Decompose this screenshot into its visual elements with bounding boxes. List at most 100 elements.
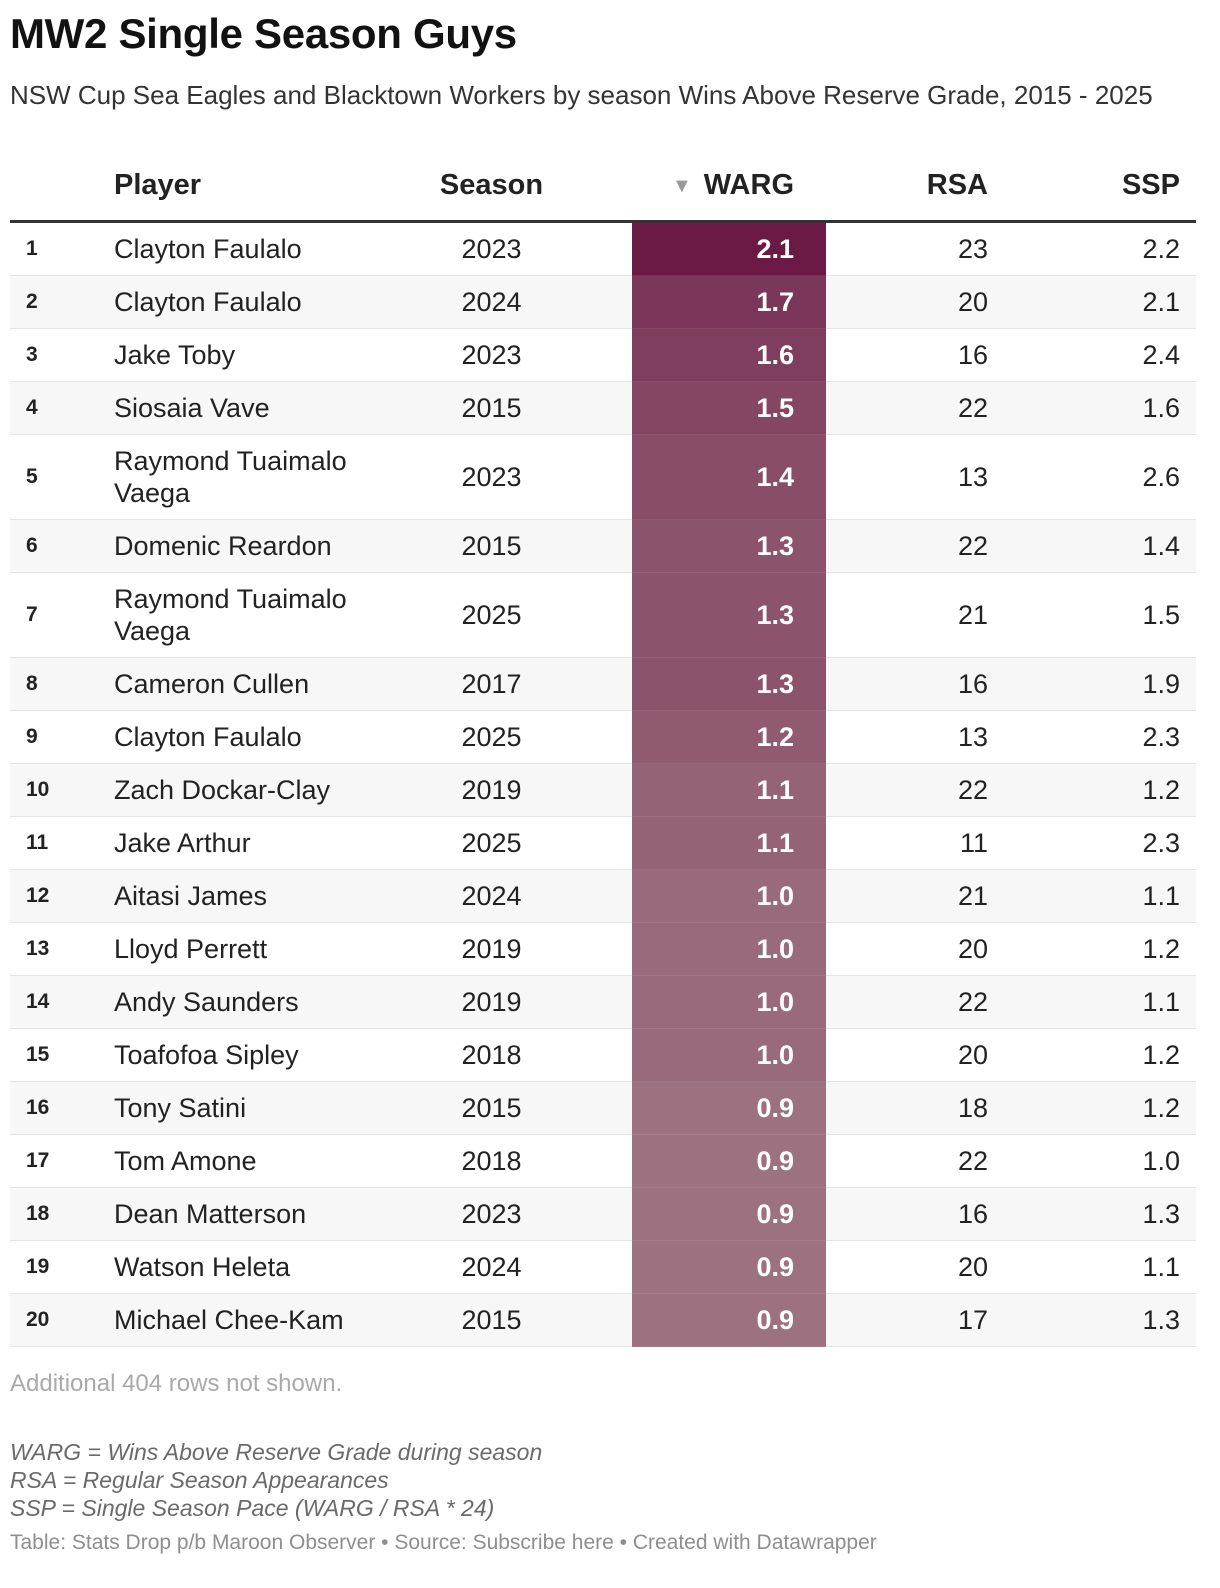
season-cell: 2019	[426, 763, 632, 817]
ssp-cell: 1.2	[988, 922, 1196, 976]
table-row: 17 Tom Amone 2018 0.9 22 1.0	[10, 1134, 1196, 1188]
rank-cell: 19	[10, 1240, 106, 1294]
ssp-cell: 2.1	[988, 275, 1196, 329]
table-row: 9 Clayton Faulalo 2025 1.2 13 2.3	[10, 710, 1196, 764]
player-cell: Siosaia Vave	[106, 381, 426, 435]
season-cell: 2018	[426, 1028, 632, 1082]
season-column-header[interactable]: Season	[426, 150, 632, 223]
season-cell: 2019	[426, 922, 632, 976]
warg-cell: 1.4	[632, 434, 826, 520]
table-row: 18 Dean Matterson 2023 0.9 16 1.3	[10, 1187, 1196, 1241]
rank-cell: 2	[10, 275, 106, 329]
warg-cell: 0.9	[632, 1187, 826, 1241]
warg-cell: 1.6	[632, 328, 826, 382]
rsa-cell: 22	[826, 975, 988, 1029]
table-body: 1 Clayton Faulalo 2023 2.1 23 2.2 2 Clayton Fau…	[10, 221, 1196, 1347]
table-row: 16 Tony Satini 2015 0.9 18 1.2	[10, 1081, 1196, 1135]
season-cell: 2023	[426, 328, 632, 382]
rank-cell: 7	[10, 572, 106, 658]
season-cell: 2015	[426, 519, 632, 573]
player-cell: Zach Dockar-Clay	[106, 763, 426, 817]
table-row: 1 Clayton Faulalo 2023 2.1 23 2.2	[10, 221, 1196, 276]
table-header-row: Player Season ▼ WARG RSA SSP	[10, 150, 1196, 223]
player-cell: Clayton Faulalo	[106, 221, 426, 276]
rsa-cell: 20	[826, 1028, 988, 1082]
notes: WARG = Wins Above Reserve Grade during s…	[10, 1438, 542, 1522]
player-cell: Clayton Faulalo	[106, 275, 426, 329]
rsa-cell: 17	[826, 1293, 988, 1347]
player-column-header[interactable]: Player	[106, 150, 426, 223]
player-cell: Clayton Faulalo	[106, 710, 426, 764]
ssp-cell: 1.3	[988, 1293, 1196, 1347]
warg-column-header[interactable]: ▼ WARG	[632, 150, 826, 223]
ssp-cell: 1.2	[988, 763, 1196, 817]
table-row: 11 Jake Arthur 2025 1.1 11 2.3	[10, 816, 1196, 870]
rank-cell: 18	[10, 1187, 106, 1241]
note-warg: WARG = Wins Above Reserve Grade during s…	[10, 1439, 543, 1465]
table-row: 13 Lloyd Perrett 2019 1.0 20 1.2	[10, 922, 1196, 976]
rank-cell: 15	[10, 1028, 106, 1082]
rsa-cell: 21	[826, 572, 988, 658]
warg-cell: 1.3	[632, 572, 826, 658]
season-cell: 2025	[426, 572, 632, 658]
rsa-cell: 23	[826, 221, 988, 276]
warg-cell: 1.1	[632, 816, 826, 870]
ssp-cell: 1.1	[988, 1240, 1196, 1294]
rsa-cell: 20	[826, 922, 988, 976]
warg-cell: 0.9	[632, 1293, 826, 1347]
rsa-cell: 20	[826, 1240, 988, 1294]
chart-title: MW2 Single Season Guys	[10, 10, 517, 57]
player-cell: Jake Arthur	[106, 816, 426, 870]
rank-cell: 9	[10, 710, 106, 764]
ssp-cell: 2.4	[988, 328, 1196, 382]
table-row: 20 Michael Chee-Kam 2015 0.9 17 1.3	[10, 1293, 1196, 1347]
rsa-column-header[interactable]: RSA	[826, 150, 988, 223]
player-cell: Aitasi James	[106, 869, 426, 923]
warg-cell: 1.5	[632, 381, 826, 435]
warg-cell: 1.0	[632, 869, 826, 923]
season-cell: 2023	[426, 221, 632, 276]
warg-cell: 1.2	[632, 710, 826, 764]
table-row: 5 Raymond Tuaimalo Vaega 2023 1.4 13 2.6	[10, 434, 1196, 520]
ssp-cell: 1.1	[988, 975, 1196, 1029]
warg-cell: 0.9	[632, 1240, 826, 1294]
rank-cell: 3	[10, 328, 106, 382]
rank-cell: 20	[10, 1293, 106, 1347]
ssp-cell: 1.9	[988, 657, 1196, 711]
rsa-cell: 22	[826, 763, 988, 817]
warg-cell: 1.3	[632, 519, 826, 573]
season-cell: 2015	[426, 381, 632, 435]
player-cell: Raymond Tuaimalo Vaega	[106, 572, 426, 658]
ssp-cell: 1.4	[988, 519, 1196, 573]
ssp-cell: 2.2	[988, 221, 1196, 276]
note-rsa: RSA = Regular Season Appearances	[10, 1467, 389, 1493]
ssp-column-header[interactable]: SSP	[988, 150, 1196, 223]
table-row: 6 Domenic Reardon 2015 1.3 22 1.4	[10, 519, 1196, 573]
player-cell: Michael Chee-Kam	[106, 1293, 426, 1347]
ssp-cell: 1.5	[988, 572, 1196, 658]
season-cell: 2017	[426, 657, 632, 711]
warg-column-label: WARG	[703, 168, 794, 201]
table-row: 2 Clayton Faulalo 2024 1.7 20 2.1	[10, 275, 1196, 329]
table-row: 7 Raymond Tuaimalo Vaega 2025 1.3 21 1.5	[10, 572, 1196, 658]
ssp-cell: 2.3	[988, 816, 1196, 870]
warg-cell: 1.7	[632, 275, 826, 329]
chart-footer: Table: Stats Drop p/b Maroon Observer • …	[10, 1531, 877, 1554]
table-row: 15 Toafofoa Sipley 2018 1.0 20 1.2	[10, 1028, 1196, 1082]
rank-cell: 8	[10, 657, 106, 711]
season-cell: 2024	[426, 1240, 632, 1294]
season-cell: 2024	[426, 869, 632, 923]
player-cell: Domenic Reardon	[106, 519, 426, 573]
table-row: 8 Cameron Cullen 2017 1.3 16 1.9	[10, 657, 1196, 711]
season-cell: 2018	[426, 1134, 632, 1188]
rsa-cell: 22	[826, 1134, 988, 1188]
season-cell: 2023	[426, 434, 632, 520]
rsa-cell: 22	[826, 381, 988, 435]
player-cell: Tom Amone	[106, 1134, 426, 1188]
chart-subtitle: NSW Cup Sea Eagles and Blacktown Workers…	[10, 80, 1153, 110]
player-cell: Cameron Cullen	[106, 657, 426, 711]
warg-cell: 1.0	[632, 975, 826, 1029]
season-cell: 2025	[426, 710, 632, 764]
table-row: 4 Siosaia Vave 2015 1.5 22 1.6	[10, 381, 1196, 435]
player-cell: Tony Satini	[106, 1081, 426, 1135]
